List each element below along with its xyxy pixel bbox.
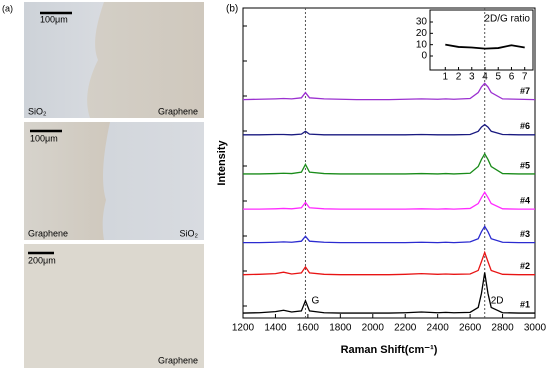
inset-x-tick-label: 5: [495, 72, 501, 83]
panel-label: (b): [226, 4, 238, 15]
series-label: #2: [520, 261, 530, 271]
inset-x-tick-label: 1: [443, 72, 449, 83]
ratio-line: [445, 43, 525, 50]
inset-x-tick-label: 3: [469, 72, 475, 83]
x-tick-label: 2000: [362, 323, 385, 334]
inset-title: 2D/G ratio: [484, 14, 530, 25]
x-tick-label: 2400: [427, 323, 450, 334]
x-tick-label: 1200: [232, 323, 255, 334]
region-label: Graphene: [158, 106, 198, 116]
spectrum-line: [243, 190, 535, 210]
panel-label: (a): [2, 3, 13, 13]
x-axis-title: Raman Shift(cm⁻¹): [341, 344, 438, 356]
series-label: #1: [520, 299, 530, 309]
inset-y-tick-label: 30: [416, 17, 428, 28]
region-label: Graphene: [28, 228, 68, 238]
series-label: #3: [520, 229, 530, 239]
x-tick-label: 2800: [491, 323, 514, 334]
inset-y-tick-label: 0: [421, 51, 427, 62]
region-label: SiO₂: [180, 228, 199, 238]
inset-x-tick-label: 2: [456, 72, 462, 83]
micrograph-panel: (a) 100μm SiO₂ Graphene 100μm Graphene S…: [2, 2, 204, 368]
x-tick-label: 2600: [459, 323, 482, 334]
inset-x-tick-label: 7: [522, 72, 528, 83]
series-label: #4: [520, 196, 530, 206]
spectrum-line: [243, 152, 535, 175]
inset-x-tick-label: 4: [482, 72, 488, 83]
x-tick-label: 3000: [524, 323, 547, 334]
annotation: G: [311, 296, 319, 307]
x-tick-label: 1600: [297, 323, 320, 334]
x-tick-label: 2200: [394, 323, 417, 334]
spectrum-line: [242, 272, 535, 314]
scale-label: 100μm: [40, 14, 68, 24]
scale-label: 200μm: [28, 255, 56, 265]
raman-chart: (b) Raman Shift(cm⁻¹) Intensity 2D/G rat…: [216, 4, 536, 356]
annotation: 2D: [491, 296, 504, 307]
series-label: #5: [520, 160, 530, 170]
series-label: #6: [520, 121, 530, 131]
inset-y-tick-label: 10: [416, 39, 428, 50]
region-label: SiO₂: [28, 106, 47, 116]
inset-frame: [429, 9, 534, 71]
x-tick-label: 1800: [329, 323, 352, 334]
spectrum-line: [243, 123, 535, 136]
inset-y-tick-label: 20: [416, 28, 428, 39]
x-tick-label: 1400: [264, 323, 287, 334]
spectrum-line: [242, 250, 535, 276]
spectrum-line: [243, 225, 535, 244]
micrograph: [24, 244, 204, 368]
scale-label: 100μm: [30, 133, 58, 143]
series-label: #7: [520, 86, 530, 96]
inset-x-tick-label: 6: [509, 72, 515, 83]
substrate-region: [24, 2, 104, 118]
plot-frame: [242, 7, 536, 319]
spectrum-line: [242, 82, 536, 101]
graphene-region: [24, 122, 110, 240]
region-label: Graphene: [158, 355, 198, 365]
y-axis-title: Intensity: [216, 140, 228, 186]
